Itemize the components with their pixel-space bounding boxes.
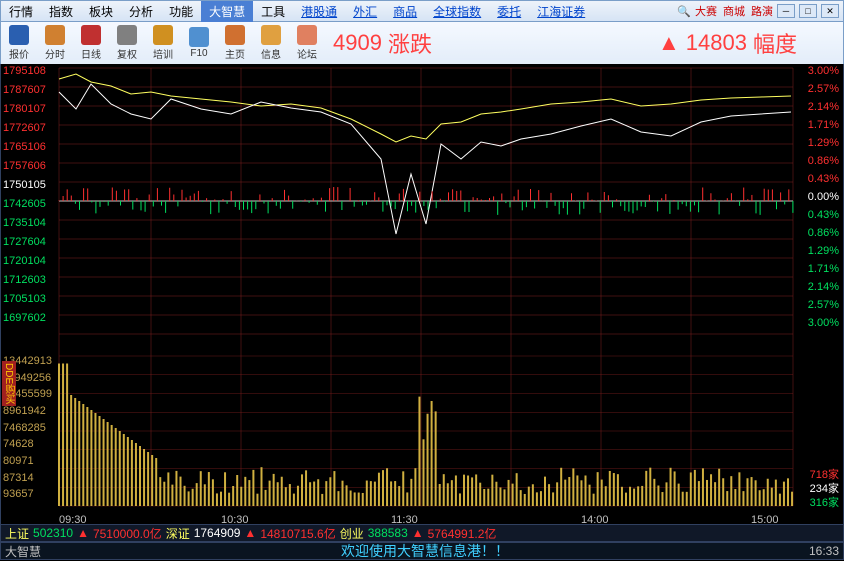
- tool-培训[interactable]: 培训: [145, 23, 181, 63]
- y-left-label: 1727604: [3, 237, 46, 248]
- header-value-2: 14803: [686, 30, 747, 56]
- y-right-label: 1.71%: [808, 264, 839, 275]
- y-left-label: 1742605: [3, 199, 46, 210]
- y-left-label: 1750105: [3, 180, 46, 191]
- y-left-label: 1757606: [3, 161, 46, 172]
- menu-item-外汇[interactable]: 外汇: [345, 1, 385, 22]
- vol-label: 87314: [3, 473, 34, 484]
- tool-F10[interactable]: F10: [181, 23, 217, 63]
- y-left-label: 1795108: [3, 66, 46, 77]
- y-right-label: 2.14%: [808, 282, 839, 293]
- y-right-label: 0.86%: [808, 156, 839, 167]
- y-right-label: 2.14%: [808, 102, 839, 113]
- menu-item-指数[interactable]: 指数: [41, 1, 81, 22]
- toolbar: 报价分时日线复权培训F10主页信息论坛 4909 涨跌 ▲ 14803 幅度: [0, 22, 844, 64]
- y-left-label: 1735104: [3, 218, 46, 229]
- tool-信息[interactable]: 信息: [253, 23, 289, 63]
- status-item: 上证: [5, 525, 29, 542]
- y-right-label: 0.00%: [808, 192, 839, 203]
- y-right-label: 0.43%: [808, 210, 839, 221]
- status-bar-2: 大智慧 欢迎使用大智慧信息港！！ 16:33: [0, 542, 844, 560]
- minimize-button[interactable]: ─: [777, 4, 795, 18]
- menu-item-分析[interactable]: 分析: [121, 1, 161, 22]
- titlebar-link-大赛[interactable]: 大赛: [695, 3, 717, 19]
- status-bar-1: 上证502310▲7510000.0亿深证1764909▲14810715.6亿…: [0, 524, 844, 542]
- titlebar-right: 🔍 大赛商城路演 ─ □ ✕: [677, 3, 843, 19]
- status-item: ▲: [244, 526, 256, 540]
- dde-badge[interactable]: DDE购买: [2, 361, 16, 406]
- menu-item-商品[interactable]: 商品: [385, 1, 425, 22]
- menu-item-全球指数[interactable]: 全球指数: [425, 1, 489, 22]
- y-left-label: 1772607: [3, 123, 46, 134]
- y-right-label: 2.57%: [808, 300, 839, 311]
- close-button[interactable]: ✕: [821, 4, 839, 18]
- vol-label: 7468285: [3, 423, 46, 434]
- welcome-msg: 欢迎使用大智慧信息港！！: [41, 541, 809, 561]
- up-triangle-icon: ▲: [658, 30, 680, 56]
- maximize-button[interactable]: □: [799, 4, 817, 18]
- tool-报价[interactable]: 报价: [1, 23, 37, 63]
- menu-item-功能[interactable]: 功能: [161, 1, 201, 22]
- status-item: ▲: [412, 526, 424, 540]
- app-name: 大智慧: [5, 543, 41, 560]
- header-label-1: 涨跌: [388, 27, 432, 59]
- tool-论坛[interactable]: 论坛: [289, 23, 325, 63]
- status-item: 深证: [166, 525, 190, 542]
- y-left-label: 1765106: [3, 142, 46, 153]
- vol-label: 80971: [3, 456, 34, 467]
- y-left-label: 1720104: [3, 256, 46, 267]
- menu-item-工具[interactable]: 工具: [253, 1, 293, 22]
- search-icon[interactable]: 🔍: [677, 5, 691, 18]
- menu-bar: 行情指数板块分析功能大智慧工具港股通外汇商品全球指数委托江海证券: [1, 1, 593, 22]
- y-left-label: 1787607: [3, 85, 46, 96]
- vol-label: 74628: [3, 439, 34, 450]
- menu-item-委托[interactable]: 委托: [489, 1, 529, 22]
- y-left-label: 1780107: [3, 104, 46, 115]
- status-item: 14810715.6亿: [260, 525, 335, 542]
- chart-svg: [1, 64, 844, 524]
- tool-日线[interactable]: 日线: [73, 23, 109, 63]
- y-right-label: 3.00%: [808, 66, 839, 77]
- status-item: 502310: [33, 526, 73, 540]
- y-right-label: 0.43%: [808, 174, 839, 185]
- status-item: 5764991.2亿: [428, 525, 497, 542]
- status-item: ▲: [77, 526, 89, 540]
- vol-label: 93657: [3, 489, 34, 500]
- titlebar: 行情指数板块分析功能大智慧工具港股通外汇商品全球指数委托江海证券 🔍 大赛商城路…: [0, 0, 844, 22]
- header-value-1: 4909: [333, 30, 382, 56]
- titlebar-link-商城[interactable]: 商城: [723, 3, 745, 19]
- clock: 16:33: [809, 544, 839, 558]
- status-item: 1764909: [194, 526, 241, 540]
- side-count: 316家: [810, 494, 839, 510]
- y-left-label: 1705103: [3, 294, 46, 305]
- status-item: 7510000.0亿: [93, 525, 162, 542]
- y-right-label: 2.57%: [808, 84, 839, 95]
- menu-item-江海证券[interactable]: 江海证券: [529, 1, 593, 22]
- tool-分时[interactable]: 分时: [37, 23, 73, 63]
- menu-item-行情[interactable]: 行情: [1, 1, 41, 22]
- vol-label: 8961942: [3, 406, 46, 417]
- tool-主页[interactable]: 主页: [217, 23, 253, 63]
- titlebar-link-路演[interactable]: 路演: [751, 3, 773, 19]
- header-label-2: 幅度: [753, 27, 797, 59]
- y-right-label: 0.86%: [808, 228, 839, 239]
- menu-item-板块[interactable]: 板块: [81, 1, 121, 22]
- y-left-label: 1712603: [3, 275, 46, 286]
- y-right-label: 1.29%: [808, 138, 839, 149]
- y-right-label: 3.00%: [808, 318, 839, 329]
- y-right-label: 1.29%: [808, 246, 839, 257]
- tool-复权[interactable]: 复权: [109, 23, 145, 63]
- header-values: 4909 涨跌 ▲ 14803 幅度: [325, 27, 843, 59]
- y-right-label: 1.71%: [808, 120, 839, 131]
- status-item: 创业: [340, 525, 364, 542]
- menu-item-大智慧[interactable]: 大智慧: [201, 1, 253, 22]
- chart-area[interactable]: 1795108 1787607 1780107 1772607 1765106 17576…: [0, 64, 844, 524]
- status-item: 388583: [368, 526, 408, 540]
- y-left-label: 1697602: [3, 313, 46, 324]
- menu-item-港股通[interactable]: 港股通: [293, 1, 345, 22]
